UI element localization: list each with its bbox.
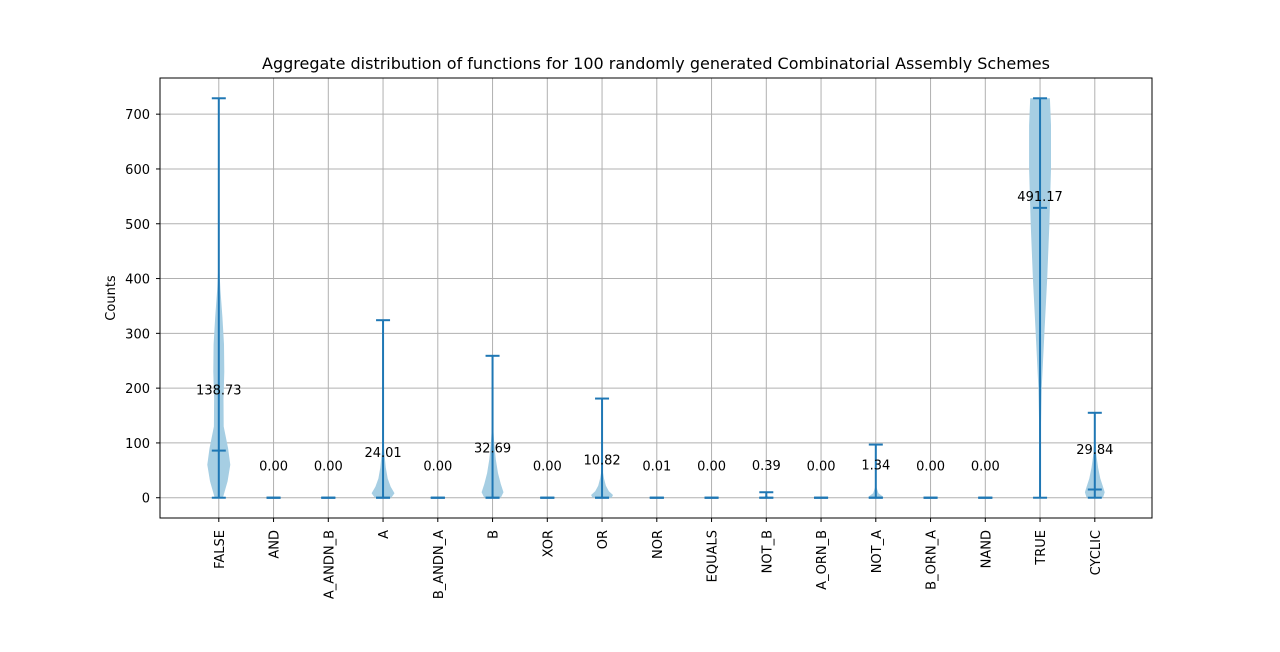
x-tick-label: B: [487, 530, 502, 539]
x-tick-label: B_ANDN_A: [432, 530, 447, 599]
y-tick-label: 600: [125, 163, 150, 178]
mean-value-label: 10.82: [583, 453, 620, 468]
x-tick-label: A_ORN_B: [815, 530, 830, 590]
mean-value-label: 138.73: [196, 383, 242, 398]
x-tick-label: CYCLIC: [1089, 530, 1104, 575]
mean-value-label: 32.69: [474, 441, 511, 456]
y-tick-label: 100: [125, 437, 150, 452]
chart-title: Aggregate distribution of functions for …: [262, 54, 1050, 73]
y-tick-label: 700: [125, 108, 150, 123]
mean-value-label: 0.00: [697, 459, 726, 474]
mean-value-label: 491.17: [1017, 190, 1063, 205]
mean-value-label: 0.00: [259, 459, 288, 474]
grid: [160, 78, 1152, 518]
x-tick-label: A: [377, 530, 392, 539]
axes: 0 100 200 300 400 500 600 700 FALSE AND A_ANDN_B A B…: [125, 108, 1104, 599]
x-tick-label: FALSE: [213, 530, 228, 569]
mean-value-label: 0.00: [971, 459, 1000, 474]
mean-value-label: 24.01: [364, 446, 401, 461]
mean-value-label: 0.00: [533, 459, 562, 474]
mean-value-label: 0.00: [423, 459, 452, 474]
mean-value-label: 0.39: [752, 459, 781, 474]
x-tick-label: OR: [596, 530, 611, 549]
mean-value-label: 0.00: [314, 459, 343, 474]
y-tick-label: 0: [142, 492, 150, 507]
y-tick-label: 300: [125, 327, 150, 342]
plot-frame: [159, 77, 1153, 519]
x-tick-label: NAND: [979, 530, 994, 568]
x-tick-label: XOR: [541, 530, 556, 557]
y-tick-label: 400: [125, 273, 150, 288]
x-tick-label: A_ANDN_B: [322, 530, 337, 599]
mean-value-label: 1.34: [861, 459, 890, 474]
x-tick-label: NOR: [651, 530, 666, 559]
x-tick-label: NOT_A: [870, 530, 885, 573]
mean-value-label: 0.00: [916, 459, 945, 474]
y-tick-label: 500: [125, 218, 150, 233]
y-axis-label: Counts: [104, 275, 119, 321]
x-tick-label: TRUE: [1034, 530, 1049, 566]
mean-value-label: 0.01: [642, 459, 671, 474]
mean-value-label: 29.84: [1076, 443, 1113, 458]
violins: [207, 97, 1105, 499]
x-tick-label: B_ORN_A: [925, 530, 940, 590]
mean-labels: 138.73 0.00 0.00 24.01 0.00 32.69 0.00 10.82 0.0…: [196, 190, 1113, 474]
mean-value-label: 0.00: [807, 459, 836, 474]
x-tick-label: EQUALS: [706, 530, 721, 582]
x-tick-label: NOT_B: [760, 530, 775, 573]
y-tick-label: 200: [125, 382, 150, 397]
x-tick-label: AND: [268, 530, 283, 559]
